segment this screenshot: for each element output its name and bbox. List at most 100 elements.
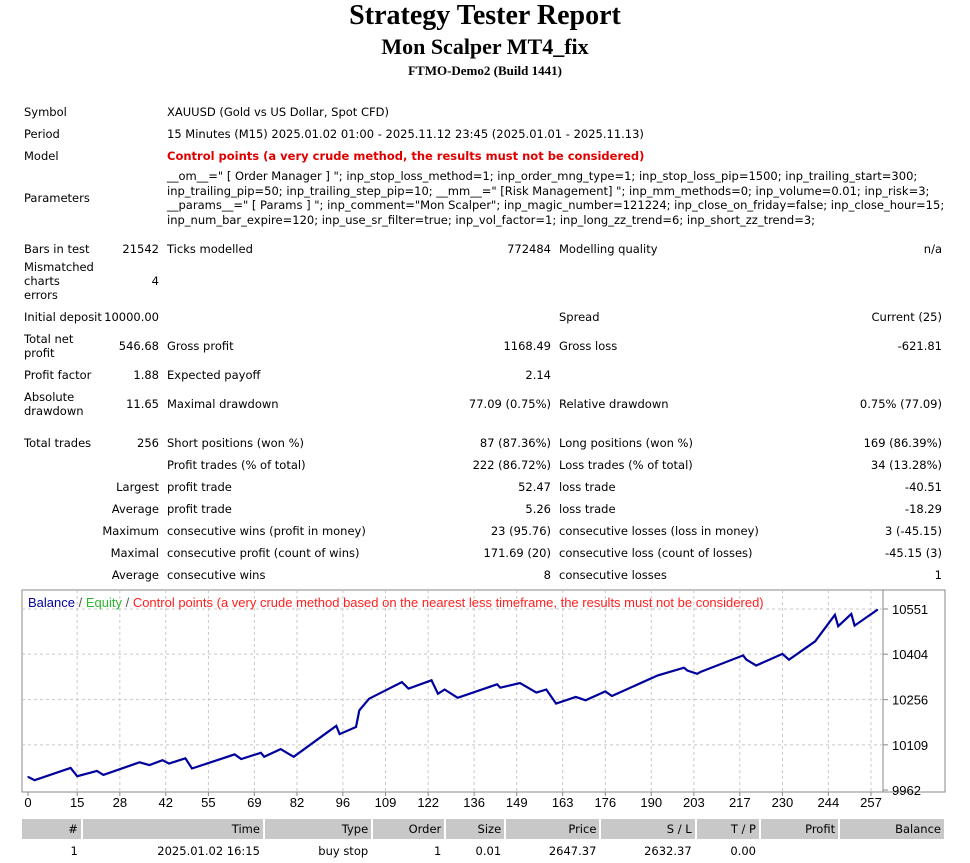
x-tick-label: 149 xyxy=(506,795,528,810)
x-tick-label: 176 xyxy=(594,795,616,810)
label: Long positions (won %) xyxy=(559,436,693,450)
label: Total net profit xyxy=(24,332,74,360)
balance-point xyxy=(358,709,360,712)
value: 2.14 xyxy=(525,368,551,382)
balance-line xyxy=(27,608,879,782)
value: 546.68 xyxy=(118,339,159,353)
value: 256 xyxy=(137,436,159,450)
balance-point xyxy=(575,696,577,698)
balance-point xyxy=(191,767,193,770)
label: consecutive profit (count of wins) xyxy=(167,546,360,560)
table-cell: 2025.01.02 16:15 xyxy=(157,844,260,858)
label: profit trade xyxy=(167,502,232,516)
column-header[interactable]: Balance xyxy=(840,819,944,839)
report-summary: Symbol XAUUSD (Gold vs US Dollar, Spot CF… xyxy=(24,101,944,586)
table-cell: 2632.37 xyxy=(644,844,692,858)
y-tick-label: 10109 xyxy=(892,738,928,753)
x-tick-label: 55 xyxy=(201,795,215,810)
value: 8 xyxy=(543,568,551,582)
row-bars: Bars in test 21542 Ticks modelled 772484 Mod… xyxy=(24,238,944,260)
value: 52.47 xyxy=(518,480,551,494)
value: n/a xyxy=(923,242,942,256)
column-header[interactable]: Price xyxy=(506,819,600,839)
row-net-profit: Total net profit 546.68 Gross profit 1168.4… xyxy=(24,328,944,364)
table-cell: 0.00 xyxy=(730,844,756,858)
balance-point xyxy=(234,753,236,755)
balance-point xyxy=(138,761,141,763)
column-header[interactable]: Profit xyxy=(761,819,839,839)
x-tick-label: 257 xyxy=(860,795,882,810)
balance-point xyxy=(834,614,836,616)
x-tick-label: 69 xyxy=(247,795,261,810)
label: Maximum xyxy=(102,524,159,538)
table-row: 1 2025.01.02 16:15 buy stop 1 0.01 2647.37 263… xyxy=(22,839,944,863)
table-cell: 0.01 xyxy=(475,844,502,858)
label: Loss trades (% of total) xyxy=(559,458,693,472)
balance-point xyxy=(742,654,744,657)
balance-point xyxy=(745,659,747,661)
row-profit-factor: Profit factor 1.88 Expected payoff 2.14 xyxy=(24,364,944,386)
balance-point xyxy=(657,674,659,676)
table-cell xyxy=(761,839,838,863)
column-header[interactable]: S / L xyxy=(601,819,695,839)
balance-point xyxy=(699,671,702,673)
row-largest: Largest profit trade 52.47 loss trade -40.51 xyxy=(24,476,944,498)
balance-point xyxy=(260,752,262,754)
spacer xyxy=(24,422,944,432)
balance-point xyxy=(850,613,852,615)
balance-point xyxy=(457,697,459,699)
column-header[interactable]: Size xyxy=(446,819,505,839)
balance-point xyxy=(853,624,856,627)
balance-point xyxy=(876,609,879,611)
row-deposit: Initial deposit 10000.00 Spread Current (25… xyxy=(24,306,944,328)
value: 10000.00 xyxy=(104,310,159,324)
balance-point xyxy=(293,756,295,758)
balance-point xyxy=(686,669,688,672)
table-cell xyxy=(840,839,944,863)
label: consecutive wins xyxy=(167,568,266,582)
column-header[interactable]: T / P xyxy=(696,819,759,839)
value: 171.69 (20) xyxy=(483,546,551,560)
label: Symbol xyxy=(24,105,67,119)
label: Absolute drawdown xyxy=(24,390,84,418)
label: Profit trades (% of total) xyxy=(167,458,306,472)
balance-point xyxy=(184,757,187,759)
y-tick-label: 10256 xyxy=(892,693,928,708)
row-drawdown: Absolute drawdown 11.65 Maximal drawdown 77… xyxy=(24,386,944,422)
x-tick-label: 96 xyxy=(336,795,350,810)
x-tick-label: 122 xyxy=(417,795,439,810)
legend-separator: / xyxy=(122,595,133,610)
label: consecutive losses (loss in money) xyxy=(559,524,759,538)
value: Current (25) xyxy=(871,310,942,324)
value: 1.88 xyxy=(133,368,159,382)
balance-point xyxy=(102,774,105,776)
balance-point xyxy=(430,679,433,681)
column-header[interactable]: Time xyxy=(82,819,263,839)
balance-point xyxy=(322,734,324,736)
column-header[interactable]: Type xyxy=(264,819,372,839)
row-model: Model Control points (a very crude method… xyxy=(24,145,944,167)
balance-chart: Balance / Equity / Control points (a ver… xyxy=(21,589,946,810)
balance-point xyxy=(355,726,357,728)
column-header[interactable]: # xyxy=(22,819,81,839)
value: 5.26 xyxy=(525,502,551,516)
x-tick-label: 230 xyxy=(772,795,794,810)
x-tick-label: 109 xyxy=(375,795,397,810)
expert-name: Mon Scalper MT4_fix xyxy=(381,34,589,59)
value: 11.65 xyxy=(126,397,159,411)
balance-point xyxy=(443,688,446,691)
balance-point xyxy=(683,667,685,669)
value: 34 (13.28%) xyxy=(870,458,942,472)
column-header[interactable]: Order xyxy=(373,819,445,839)
x-tick-label: 244 xyxy=(818,795,840,810)
row-profit-trades: Profit trades (% of total) 222 (86.72%) Lo… xyxy=(24,454,944,476)
balance-point xyxy=(696,673,698,675)
balance-point xyxy=(437,693,439,695)
label: Initial deposit xyxy=(24,310,102,324)
label: profit trade xyxy=(167,480,232,494)
balance-point xyxy=(148,764,150,766)
label: Relative drawdown xyxy=(559,397,669,411)
balance-point xyxy=(585,699,587,701)
value: 23 (95.76) xyxy=(490,524,551,538)
